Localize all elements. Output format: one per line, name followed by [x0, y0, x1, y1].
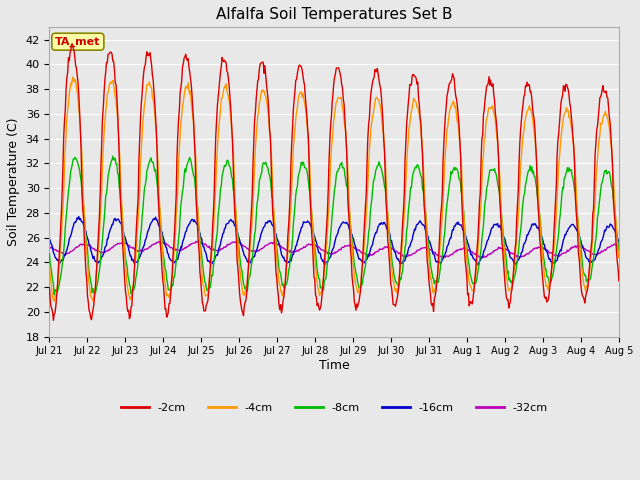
-2cm: [405, 93, 413, 98]
-8cm: [204, 287, 212, 292]
-4cm: [422, 209, 429, 215]
-8cm: [615, 249, 623, 255]
Line: -4cm: -4cm: [49, 77, 619, 301]
-8cm: [51, 292, 58, 298]
-2cm: [116, 184, 124, 190]
-2cm: [204, 298, 212, 304]
-16cm: [45, 235, 53, 241]
-4cm: [174, 188, 182, 194]
-8cm: [116, 187, 124, 193]
-8cm: [405, 202, 413, 207]
-2cm: [49, 317, 57, 323]
-4cm: [615, 255, 623, 261]
Line: -2cm: -2cm: [49, 44, 619, 320]
-16cm: [115, 218, 123, 224]
Title: Alfalfa Soil Temperatures Set B: Alfalfa Soil Temperatures Set B: [216, 7, 452, 22]
-8cm: [422, 211, 429, 216]
-16cm: [173, 256, 181, 262]
-32cm: [421, 245, 429, 251]
-32cm: [172, 247, 180, 253]
-32cm: [404, 253, 412, 259]
-2cm: [615, 278, 623, 284]
-8cm: [174, 245, 182, 251]
-16cm: [615, 239, 623, 245]
-16cm: [56, 261, 63, 266]
-4cm: [69, 74, 77, 80]
-2cm: [174, 132, 182, 138]
-16cm: [422, 228, 429, 234]
-2cm: [57, 227, 65, 232]
-16cm: [321, 262, 329, 267]
-32cm: [615, 242, 623, 248]
-32cm: [234, 238, 242, 243]
-8cm: [45, 251, 53, 257]
-16cm: [204, 255, 211, 261]
-32cm: [56, 249, 63, 255]
-8cm: [57, 274, 65, 280]
-8cm: [109, 153, 116, 159]
Text: TA_met: TA_met: [55, 36, 100, 47]
Legend: -2cm, -4cm, -8cm, -16cm, -32cm: -2cm, -4cm, -8cm, -16cm, -32cm: [116, 399, 552, 418]
-4cm: [56, 258, 63, 264]
-2cm: [68, 41, 76, 47]
Line: -32cm: -32cm: [49, 240, 619, 258]
X-axis label: Time: Time: [319, 359, 349, 372]
-4cm: [45, 262, 53, 268]
Line: -16cm: -16cm: [49, 216, 619, 264]
-32cm: [479, 255, 486, 261]
-16cm: [75, 214, 83, 219]
-4cm: [204, 292, 212, 298]
-32cm: [115, 241, 122, 247]
Y-axis label: Soil Temperature (C): Soil Temperature (C): [7, 118, 20, 246]
-4cm: [405, 125, 413, 131]
-32cm: [202, 242, 210, 248]
-4cm: [89, 299, 97, 304]
-16cm: [405, 244, 413, 250]
-4cm: [116, 156, 124, 162]
Line: -8cm: -8cm: [49, 156, 619, 295]
-2cm: [45, 285, 53, 291]
-2cm: [422, 227, 429, 233]
-32cm: [45, 244, 53, 250]
